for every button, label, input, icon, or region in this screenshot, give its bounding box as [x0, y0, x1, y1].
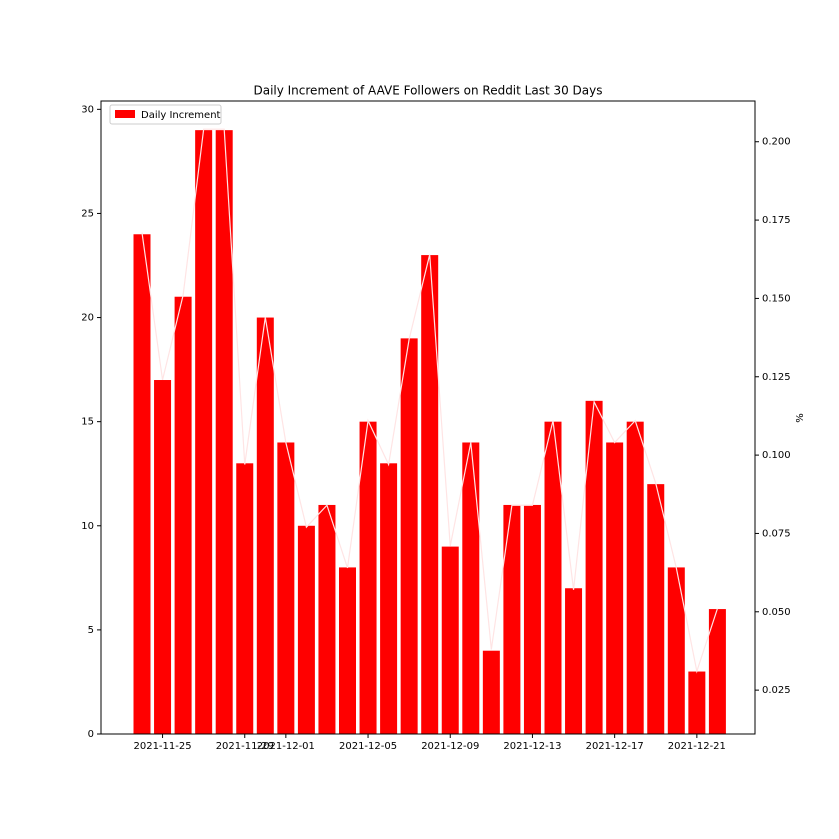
y-tick-label: 15 — [81, 417, 94, 428]
bar — [380, 463, 398, 734]
bar — [565, 588, 583, 734]
bar — [688, 671, 706, 734]
y2-tick-label: 0.200 — [762, 137, 791, 148]
y-tick-label: 5 — [88, 625, 94, 636]
x-tick-label: 2021-11-29 — [216, 741, 274, 752]
y-tick-label: 10 — [81, 521, 94, 532]
bar — [297, 525, 315, 734]
chart-title: Daily Increment of AAVE Followers on Red… — [253, 84, 602, 98]
y2-tick-label: 0.100 — [762, 450, 791, 461]
y2-tick-label: 0.125 — [762, 372, 791, 383]
legend-swatch — [115, 110, 135, 118]
y2-axis-label: % — [795, 413, 806, 423]
y2-tick-label: 0.025 — [762, 685, 791, 696]
bar — [421, 255, 439, 735]
bar — [441, 546, 459, 734]
x-tick-label: 2021-12-01 — [257, 741, 315, 752]
x-tick-label: 2021-12-05 — [339, 741, 397, 752]
bar — [174, 296, 192, 734]
y2-tick-label: 0.075 — [762, 528, 791, 539]
y2-tick-label: 0.150 — [762, 293, 791, 304]
bar — [667, 567, 685, 734]
bar — [544, 421, 562, 734]
bar — [708, 609, 726, 734]
bar — [339, 567, 356, 734]
bar — [256, 317, 274, 734]
bar — [606, 442, 624, 734]
y-tick-label: 0 — [88, 729, 94, 740]
x-tick-label: 2021-12-17 — [586, 741, 644, 752]
bar — [215, 130, 233, 735]
x-tick-label: 2021-11-25 — [133, 741, 191, 752]
bar — [462, 442, 480, 734]
bar — [523, 504, 541, 734]
y2-tick-label: 0.175 — [762, 215, 791, 226]
legend-box — [109, 104, 222, 125]
x-tick-label: 2021-12-21 — [668, 741, 726, 752]
bar — [277, 442, 295, 734]
x-tick-label: 2021-12-09 — [421, 741, 479, 752]
bar — [195, 130, 213, 735]
bar — [482, 650, 500, 734]
bar — [236, 463, 254, 734]
bar — [585, 400, 603, 734]
bar — [503, 504, 521, 734]
bar — [359, 421, 377, 734]
bar — [318, 504, 336, 734]
bar — [647, 484, 665, 734]
plot-frame — [100, 100, 756, 735]
legend-label: Daily Increment — [141, 110, 221, 121]
bar — [133, 234, 151, 734]
x-tick-label: 2021-12-13 — [503, 741, 561, 752]
y-tick-label: 30 — [81, 104, 94, 115]
bar — [626, 421, 644, 734]
bar — [400, 338, 418, 734]
percent-line — [141, 128, 718, 674]
bar — [154, 380, 172, 734]
y2-tick-label: 0.050 — [762, 607, 791, 618]
y-tick-label: 25 — [81, 208, 94, 219]
y-tick-label: 20 — [81, 313, 94, 324]
